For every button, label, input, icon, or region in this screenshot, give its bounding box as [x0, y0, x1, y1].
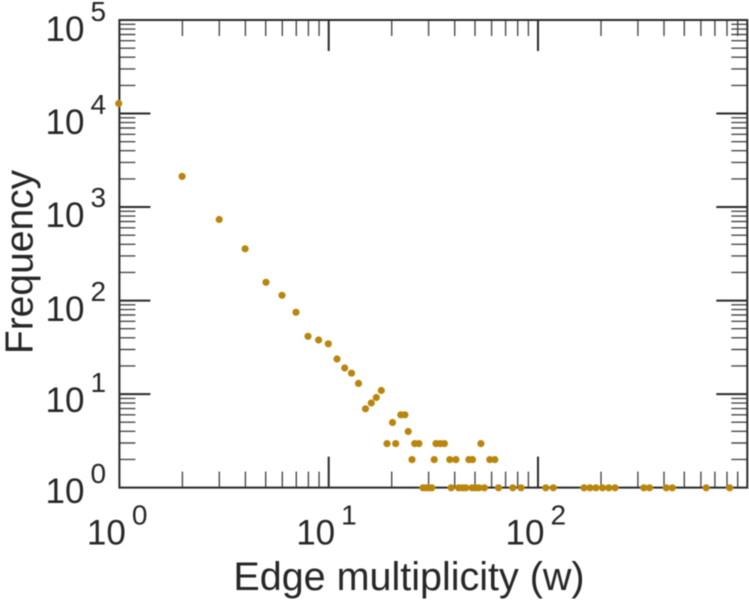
- svg-text:Edge multiplicity (w): Edge multiplicity (w): [233, 555, 584, 599]
- svg-text:Frequency: Frequency: [0, 169, 42, 354]
